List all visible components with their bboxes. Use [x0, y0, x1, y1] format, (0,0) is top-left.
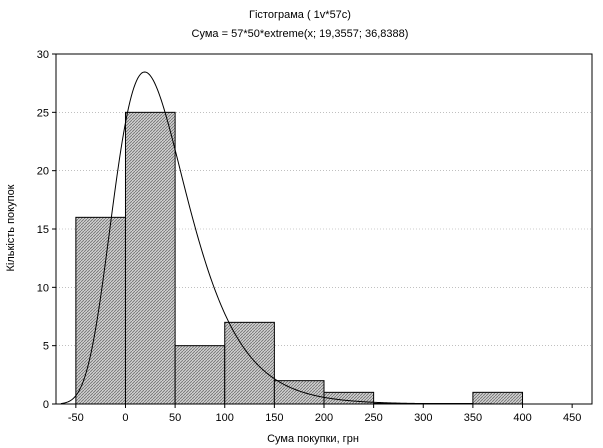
histogram-bar: [224, 321, 275, 405]
x-tick-label: 250: [364, 412, 382, 424]
x-tick-label: 200: [315, 412, 333, 424]
x-axis-ticks: -50 0 50 100 150 200 250 300 350 400 450: [68, 404, 581, 424]
histogram-bar: [75, 216, 126, 405]
y-tick-label: 15: [37, 224, 49, 236]
x-tick-label: 350: [464, 412, 482, 424]
x-axis-label: Сума покупки, грн: [267, 433, 359, 445]
y-tick-label: 20: [37, 166, 49, 178]
y-tick-label: 10: [37, 282, 49, 294]
x-tick-label: 400: [513, 412, 531, 424]
y-tick-label: 5: [43, 341, 49, 353]
x-tick-label: 450: [563, 412, 581, 424]
y-axis-ticks: 0 5 10 15 20 25 30: [37, 49, 56, 411]
x-tick-label: -50: [68, 412, 84, 424]
chart-title: Гістограма ( 1v*57c): [249, 9, 351, 21]
y-tick-label: 0: [43, 399, 49, 411]
y-axis-label: Кількість покупок: [5, 184, 17, 271]
x-tick-label: 50: [169, 412, 181, 424]
x-tick-label: 300: [414, 412, 432, 424]
histogram-bar: [472, 391, 524, 405]
x-tick-label: 0: [122, 412, 128, 424]
y-tick-label: 25: [37, 107, 49, 119]
chart-subtitle: Сума = 57*50*extreme(x; 19,3557; 36,8388…: [192, 28, 409, 40]
histogram-bar: [174, 345, 226, 405]
y-tick-label: 30: [37, 49, 49, 61]
histogram-bar: [124, 111, 176, 405]
x-tick-label: 100: [216, 412, 234, 424]
histogram-bars: [75, 111, 524, 405]
x-tick-label: 150: [265, 412, 283, 424]
grid-lines: [56, 112, 592, 346]
histogram-bar: [273, 380, 325, 405]
